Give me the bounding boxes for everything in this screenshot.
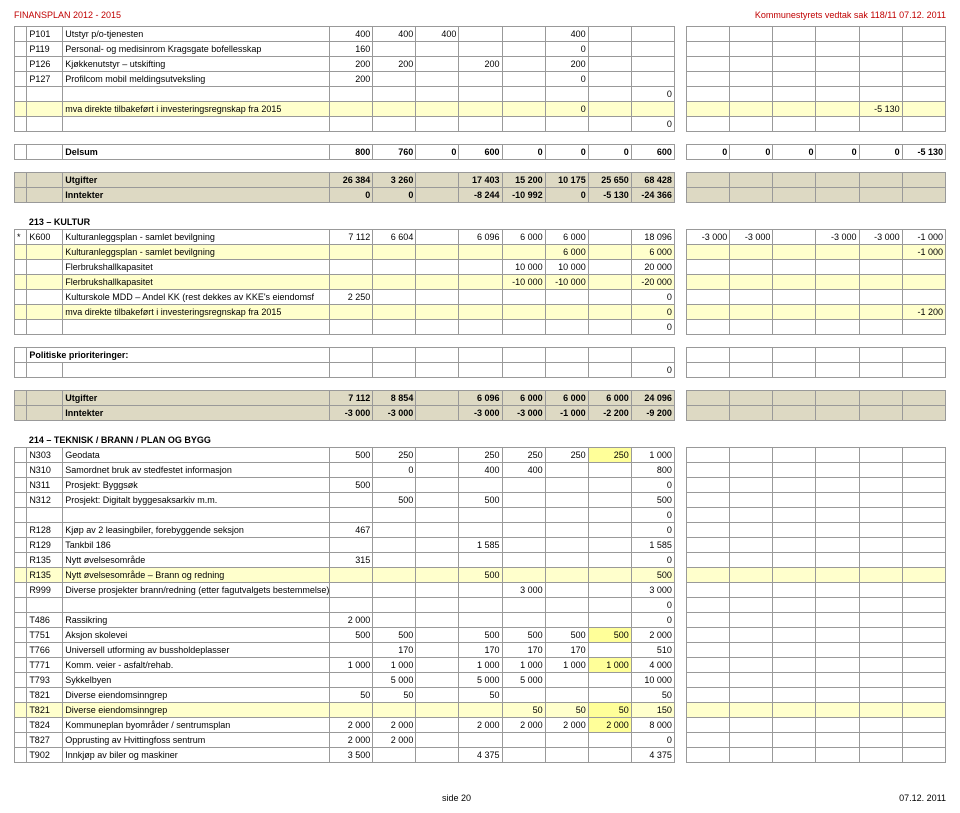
- table-row: R135Nytt øvelsesområde3150: [15, 553, 946, 568]
- section-title: 213 – KULTUR: [15, 215, 946, 230]
- main-table: P101Utstyr p/o-tjenesten400400400400P119…: [14, 26, 946, 763]
- table-row: Utgifter7 1128 8546 0966 0006 0006 00024…: [15, 391, 946, 406]
- table-row: Kulturskole MDD – Andel KK (rest dekkes …: [15, 290, 946, 305]
- table-row: T751Aksjon skolevei5005005005005005002 0…: [15, 628, 946, 643]
- table-row: T902Innkjøp av biler og maskiner3 5004 3…: [15, 748, 946, 763]
- table-row: mva direkte tilbakeført i investeringsre…: [15, 102, 946, 117]
- table-row: Flerbrukshallkapasitet10 00010 00020 000: [15, 260, 946, 275]
- table-row: Utgifter26 3843 26017 40315 20010 17525 …: [15, 173, 946, 188]
- table-row: N303Geodata5002502502502502501 000: [15, 448, 946, 463]
- table-row: P127Profilcom mobil meldingsutveksling20…: [15, 72, 946, 87]
- table-row: R129Tankbil 1861 5851 585: [15, 538, 946, 553]
- page-header: FINANSPLAN 2012 - 2015 Kommunestyrets ve…: [14, 10, 946, 20]
- table-row: T821Diverse eiendomsinngrep50505050: [15, 688, 946, 703]
- section-title: 214 – TEKNISK / BRANN / PLAN OG BYGG: [15, 433, 946, 448]
- table-row: N312Prosjekt: Digitalt byggesaksarkiv m.…: [15, 493, 946, 508]
- table-row: T486Rassikring2 0000: [15, 613, 946, 628]
- table-row: Flerbrukshallkapasitet-10 000-10 000-20 …: [15, 275, 946, 290]
- table-row: Politiske prioriteringer:: [15, 348, 946, 363]
- table-row: P101Utstyr p/o-tjenesten400400400400: [15, 27, 946, 42]
- table-row: T771Komm. veier - asfalt/rehab.1 0001 00…: [15, 658, 946, 673]
- table-row: P119Personal- og medisinrom Kragsgate bo…: [15, 42, 946, 57]
- table-row: *K600Kulturanleggsplan - samlet bevilgni…: [15, 230, 946, 245]
- table-row: Kulturanleggsplan - samlet bevilgning6 0…: [15, 245, 946, 260]
- footer-right: 07.12. 2011: [899, 793, 946, 803]
- table-row: Inntekter00-8 244-10 9920-5 130-24 366: [15, 188, 946, 203]
- table-row: N311Prosjekt: Byggsøk5000: [15, 478, 946, 493]
- table-row: R999Diverse prosjekter brann/redning (et…: [15, 583, 946, 598]
- table-row: T766Universell utforming av bussholdepla…: [15, 643, 946, 658]
- header-right: Kommunestyrets vedtak sak 118/11 07.12. …: [755, 10, 946, 20]
- table-row: mva direkte tilbakeført i investeringsre…: [15, 305, 946, 320]
- table-row: T793Sykkelbyen5 0005 0005 00010 000: [15, 673, 946, 688]
- table-row: Inntekter-3 000-3 000-3 000-3 000-1 000-…: [15, 406, 946, 421]
- table-row: Delsum800760060000060000000-5 130: [15, 145, 946, 160]
- table-row: T824Kommuneplan byområder / sentrumsplan…: [15, 718, 946, 733]
- table-row: R128Kjøp av 2 leasingbiler, forebyggende…: [15, 523, 946, 538]
- page-footer: side 20 07.12. 2011: [14, 793, 946, 803]
- table-row: T827Opprusting av Hvittingfoss sentrum2 …: [15, 733, 946, 748]
- header-left: FINANSPLAN 2012 - 2015: [14, 10, 121, 20]
- table-row: 0: [15, 320, 946, 335]
- footer-left: side 20: [442, 793, 471, 803]
- table-row: T821Diverse eiendomsinngrep505050150: [15, 703, 946, 718]
- table-row: R135Nytt øvelsesområde – Brann og rednin…: [15, 568, 946, 583]
- table-row: 0: [15, 117, 946, 132]
- table-row: N310Samordnet bruk av stedfestet informa…: [15, 463, 946, 478]
- table-row: P126Kjøkkenutstyr – utskifting2002002002…: [15, 57, 946, 72]
